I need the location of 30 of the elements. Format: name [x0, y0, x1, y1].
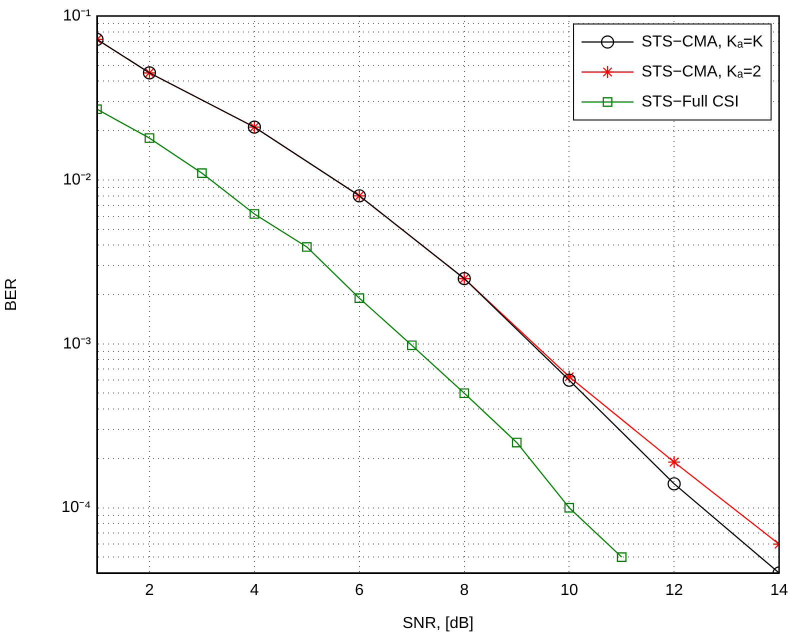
point: [250, 209, 260, 219]
legend-label: STS−CMA, Kₐ=K: [642, 33, 764, 50]
point: [616, 552, 627, 562]
point: [459, 388, 470, 398]
y-tick-label: 10⁻³: [62, 335, 92, 352]
point: [406, 340, 417, 350]
y-axis-title: BER: [3, 278, 20, 311]
x-axis-title: SNR, [dB]: [402, 614, 474, 632]
point: [354, 293, 364, 303]
point: [512, 438, 522, 448]
x-tick-label: 6: [354, 582, 364, 600]
point: [564, 502, 574, 513]
legend-label: STS−Full CSI: [642, 93, 739, 110]
x-tick-label: 8: [460, 582, 469, 600]
point: [562, 370, 576, 384]
legend-label: STS−CMA, Kₐ=2: [642, 63, 762, 80]
point: [668, 477, 681, 490]
point: [562, 374, 576, 387]
point: [197, 168, 207, 178]
point: [302, 242, 312, 252]
x-tick-label: 4: [250, 582, 259, 600]
y-tick-label: 10⁻²: [62, 171, 92, 188]
point: [668, 455, 681, 469]
y-tick-label: 10⁻⁴: [61, 499, 92, 516]
point: [144, 133, 154, 143]
x-tick-label: 14: [770, 582, 788, 600]
y-tick-label: 10⁻¹: [62, 7, 91, 24]
x-tick-label: 12: [665, 582, 684, 600]
x-tick-label: 2: [145, 582, 154, 600]
x-tick-label: 10: [560, 582, 578, 600]
